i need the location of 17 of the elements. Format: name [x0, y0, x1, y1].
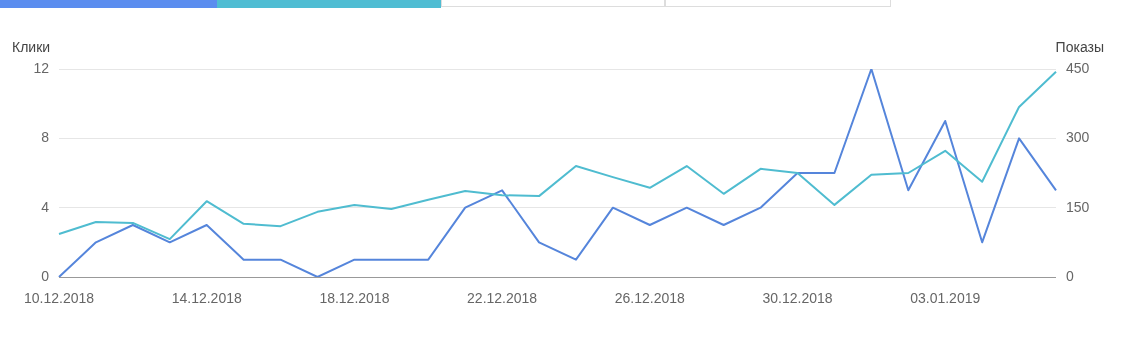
y-tick-label: 8 [41, 129, 50, 146]
y-tick-label: 0 [41, 267, 50, 284]
y2-axis-title: Показы [1055, 39, 1104, 55]
y-axis-title: Клики [12, 39, 51, 55]
y-tick-label: 4 [41, 198, 50, 215]
y2-tick-label: 300 [1066, 129, 1090, 146]
y2-tick-label: 450 [1066, 59, 1090, 76]
x-tick-label: 14.12.2018 [171, 290, 242, 307]
x-tick-label: 18.12.2018 [319, 290, 390, 307]
x-tick-label: 22.12.2018 [467, 290, 538, 307]
x-tick-label: 26.12.2018 [614, 290, 686, 307]
x-tick-label: 03.01.2019 [910, 290, 981, 307]
x-tick-label: 30.12.2018 [762, 290, 833, 307]
x-tick-label: 10.12.2018 [23, 290, 95, 307]
y-tick-label: 12 [33, 59, 50, 76]
y2-tick-label: 0 [1066, 267, 1074, 284]
y2-tick-label: 150 [1066, 198, 1090, 215]
